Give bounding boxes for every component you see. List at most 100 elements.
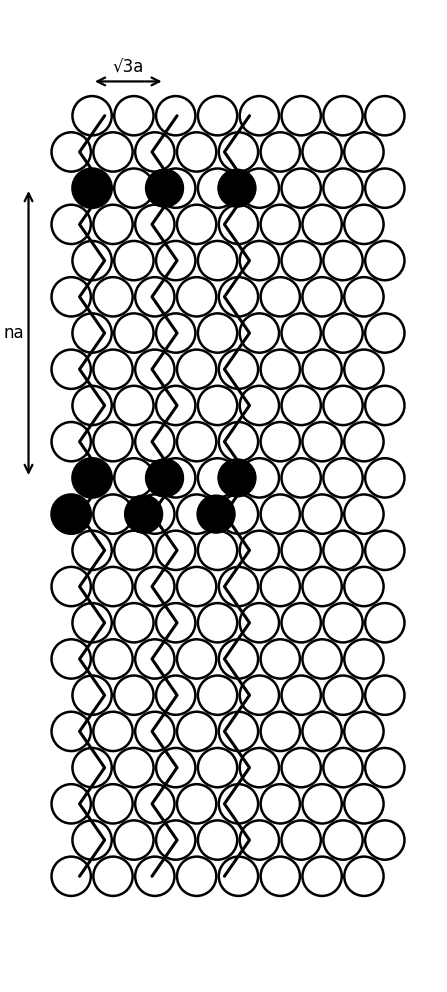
Circle shape: [93, 857, 133, 896]
Circle shape: [303, 639, 342, 679]
Circle shape: [114, 603, 154, 643]
Circle shape: [74, 170, 110, 206]
Circle shape: [282, 676, 321, 715]
Circle shape: [365, 820, 405, 860]
Circle shape: [198, 496, 234, 533]
Circle shape: [135, 422, 174, 461]
Circle shape: [72, 386, 112, 426]
Circle shape: [303, 132, 342, 172]
Circle shape: [323, 820, 363, 860]
Circle shape: [219, 170, 255, 206]
Circle shape: [93, 277, 133, 316]
Circle shape: [146, 170, 183, 206]
Circle shape: [177, 204, 216, 244]
Circle shape: [72, 603, 112, 643]
Circle shape: [344, 785, 384, 823]
Circle shape: [344, 711, 384, 751]
Circle shape: [156, 820, 195, 860]
Circle shape: [135, 277, 174, 316]
Circle shape: [282, 169, 321, 207]
Circle shape: [282, 313, 321, 353]
Circle shape: [177, 566, 216, 606]
Circle shape: [344, 422, 384, 461]
Circle shape: [93, 639, 133, 679]
Circle shape: [198, 313, 237, 353]
Circle shape: [177, 349, 216, 389]
Circle shape: [51, 277, 91, 316]
Circle shape: [177, 494, 216, 534]
Circle shape: [177, 277, 216, 316]
Circle shape: [146, 459, 183, 496]
Circle shape: [156, 169, 195, 207]
Circle shape: [344, 132, 384, 172]
Circle shape: [156, 603, 195, 643]
Circle shape: [177, 422, 216, 461]
Circle shape: [114, 313, 154, 353]
Circle shape: [365, 676, 405, 715]
Circle shape: [240, 169, 279, 207]
Circle shape: [51, 711, 91, 751]
Circle shape: [156, 386, 195, 426]
Circle shape: [156, 748, 195, 788]
Circle shape: [135, 566, 174, 606]
Circle shape: [72, 458, 112, 498]
Circle shape: [365, 603, 405, 643]
Circle shape: [93, 785, 133, 823]
Circle shape: [240, 603, 279, 643]
Circle shape: [365, 169, 405, 207]
Circle shape: [198, 820, 237, 860]
Circle shape: [261, 639, 300, 679]
Circle shape: [261, 132, 300, 172]
Circle shape: [219, 204, 258, 244]
Circle shape: [156, 531, 195, 570]
Circle shape: [135, 494, 174, 534]
Circle shape: [261, 566, 300, 606]
Circle shape: [240, 96, 279, 135]
Circle shape: [177, 639, 216, 679]
Circle shape: [219, 132, 258, 172]
Circle shape: [198, 531, 237, 570]
Circle shape: [261, 204, 300, 244]
Circle shape: [323, 748, 363, 788]
Circle shape: [135, 857, 174, 896]
Circle shape: [344, 639, 384, 679]
Circle shape: [72, 531, 112, 570]
Circle shape: [156, 96, 195, 135]
Circle shape: [93, 132, 133, 172]
Circle shape: [51, 494, 91, 534]
Circle shape: [261, 857, 300, 896]
Circle shape: [198, 386, 237, 426]
Circle shape: [177, 711, 216, 751]
Circle shape: [365, 313, 405, 353]
Circle shape: [365, 748, 405, 788]
Circle shape: [365, 386, 405, 426]
Circle shape: [198, 458, 237, 498]
Circle shape: [198, 169, 237, 207]
Circle shape: [365, 96, 405, 135]
Circle shape: [303, 785, 342, 823]
Circle shape: [219, 785, 258, 823]
Circle shape: [323, 96, 363, 135]
Circle shape: [303, 566, 342, 606]
Circle shape: [261, 494, 300, 534]
Circle shape: [240, 748, 279, 788]
Circle shape: [303, 857, 342, 896]
Circle shape: [51, 422, 91, 461]
Circle shape: [261, 349, 300, 389]
Circle shape: [344, 857, 384, 896]
Circle shape: [198, 96, 237, 135]
Circle shape: [135, 204, 174, 244]
Circle shape: [114, 386, 154, 426]
Circle shape: [198, 241, 237, 281]
Circle shape: [53, 496, 89, 533]
Circle shape: [72, 169, 112, 207]
Circle shape: [93, 566, 133, 606]
Circle shape: [114, 676, 154, 715]
Circle shape: [344, 277, 384, 316]
Circle shape: [282, 386, 321, 426]
Circle shape: [219, 459, 255, 496]
Circle shape: [135, 639, 174, 679]
Circle shape: [51, 132, 91, 172]
Circle shape: [93, 349, 133, 389]
Circle shape: [323, 169, 363, 207]
